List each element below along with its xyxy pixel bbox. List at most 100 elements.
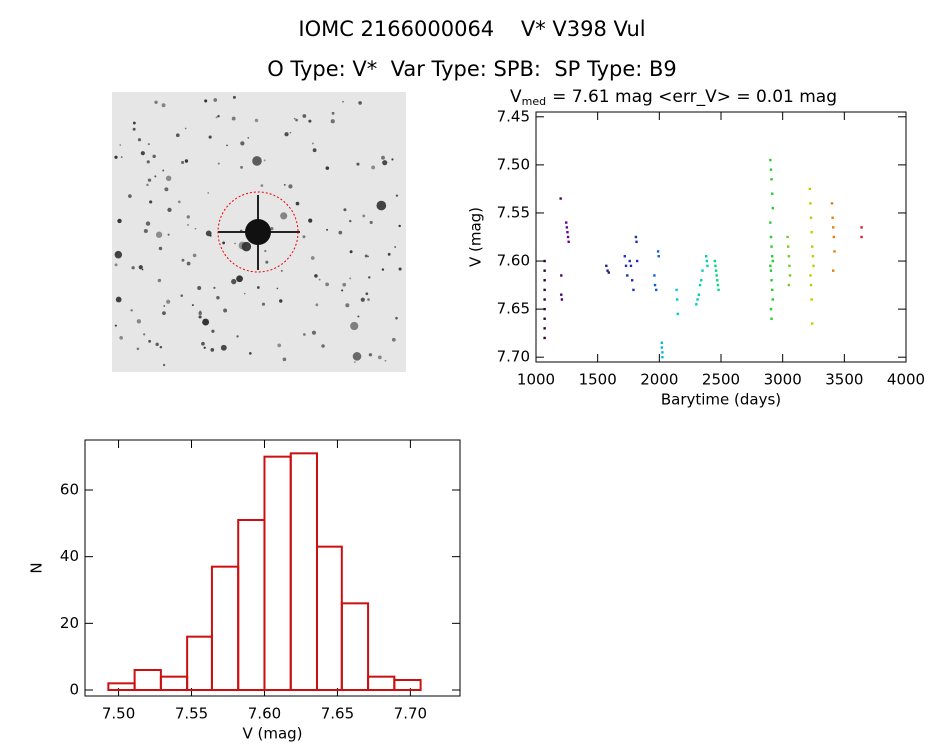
plot-frame — [84, 439, 461, 697]
data-point — [543, 279, 546, 282]
star — [231, 278, 237, 285]
data-point — [770, 317, 773, 320]
star — [398, 224, 401, 228]
star — [318, 278, 321, 281]
star — [132, 121, 136, 125]
star — [180, 294, 184, 297]
star — [338, 230, 343, 235]
data-point — [705, 259, 709, 263]
y-axis-label: N — [28, 562, 46, 573]
star — [197, 286, 202, 291]
star — [312, 148, 317, 153]
star — [330, 119, 335, 124]
histogram-bar — [289, 452, 319, 692]
star — [163, 305, 166, 307]
y-axis-label: V (mag) — [467, 207, 485, 267]
star — [143, 229, 148, 234]
star — [394, 246, 397, 248]
histogram-bar — [393, 679, 422, 691]
star — [303, 333, 306, 336]
star — [149, 200, 153, 204]
star — [260, 184, 264, 187]
plots: 1000 1500 2000 2500 3000 3500 4000 7.45 7.50 7.55… — [28, 87, 926, 743]
star — [308, 218, 313, 223]
data-point — [833, 250, 836, 253]
star — [222, 241, 226, 245]
data-point — [560, 293, 563, 296]
star — [254, 118, 259, 123]
data-point — [713, 259, 717, 263]
star — [202, 318, 210, 326]
star — [130, 309, 133, 312]
star — [117, 218, 122, 224]
star — [381, 155, 385, 160]
data-point — [860, 226, 863, 229]
data-point — [543, 269, 546, 272]
data-point — [695, 303, 698, 306]
star — [280, 269, 283, 272]
star — [165, 175, 172, 182]
y-tick-label: 7.55 — [497, 203, 530, 221]
star — [238, 241, 247, 250]
histogram-bar — [186, 635, 213, 692]
star — [145, 221, 151, 226]
star — [137, 138, 142, 142]
data-point — [705, 255, 708, 258]
data-point — [543, 307, 546, 311]
data-point — [560, 274, 563, 277]
data-point — [543, 288, 546, 292]
data-point — [715, 274, 718, 277]
data-point — [565, 226, 569, 229]
data-point — [632, 288, 635, 292]
data-point — [657, 255, 660, 258]
star — [331, 111, 335, 115]
data-point — [811, 245, 814, 248]
star — [215, 116, 218, 119]
data-point — [771, 206, 774, 210]
star — [234, 242, 236, 245]
data-point — [714, 269, 718, 272]
data-point — [543, 259, 546, 263]
data-point — [653, 283, 657, 287]
star — [161, 103, 166, 108]
data-point — [675, 288, 678, 292]
data-point — [770, 192, 774, 195]
data-point — [810, 298, 813, 301]
page-title: IOMC 2166000064 V* V398 Vul — [298, 17, 645, 41]
data-point — [769, 307, 773, 311]
star — [382, 160, 388, 166]
data-point — [623, 255, 626, 258]
star — [158, 246, 163, 251]
star — [265, 260, 269, 264]
star — [198, 311, 202, 316]
star — [395, 194, 399, 197]
x-tick-label: 1500 — [579, 371, 617, 389]
data-point — [769, 235, 773, 239]
star — [308, 119, 312, 123]
data-point — [769, 264, 772, 268]
data-point — [769, 168, 773, 171]
data-point — [770, 288, 774, 292]
data-point — [832, 269, 835, 272]
star — [325, 166, 330, 170]
star — [140, 151, 145, 156]
data-point — [626, 274, 629, 277]
star — [194, 227, 197, 230]
star — [232, 95, 236, 99]
star — [114, 263, 118, 267]
star — [367, 298, 370, 301]
star — [256, 286, 260, 289]
data-point — [831, 216, 834, 219]
x-tick-label: 2000 — [640, 371, 678, 389]
star — [177, 200, 181, 204]
star — [119, 336, 123, 340]
star — [248, 351, 252, 355]
star — [310, 256, 315, 260]
star — [280, 212, 288, 220]
data-point — [660, 341, 663, 344]
data-point — [629, 264, 633, 268]
data-point — [716, 279, 719, 282]
data-point — [860, 235, 863, 239]
data-point — [655, 288, 658, 292]
star — [387, 252, 391, 256]
